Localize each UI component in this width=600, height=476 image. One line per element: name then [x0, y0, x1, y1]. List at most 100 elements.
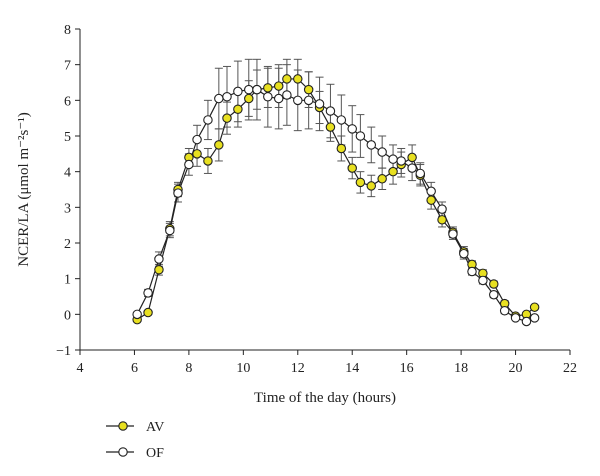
data-point-of	[143, 288, 153, 298]
data-point-av	[366, 181, 377, 191]
error-bars	[133, 58, 539, 324]
series-lines	[136, 78, 536, 323]
data-point-of	[355, 131, 366, 141]
data-point-of	[314, 99, 325, 109]
data-point-av	[214, 140, 224, 150]
data-point-av	[222, 113, 232, 123]
data-point-av	[143, 307, 153, 318]
data-point-av	[282, 74, 292, 84]
data-point-of	[448, 229, 458, 239]
data-point-av	[388, 166, 398, 177]
y-tick-label: 5	[64, 130, 71, 145]
data-point-of	[282, 90, 292, 100]
legend-marker	[118, 421, 128, 431]
data-point-av	[347, 163, 357, 173]
data-point-of	[244, 84, 254, 95]
data-point-av	[154, 264, 164, 275]
x-tick-label: 8	[185, 361, 192, 376]
data-point-av	[233, 104, 243, 115]
y-tick-label: 0	[64, 308, 71, 323]
data-point-of	[529, 313, 540, 323]
data-point-av	[377, 174, 387, 184]
y-ticks: −1 0 1 2 3 4 5 6 7 8	[56, 23, 80, 359]
data-point-of	[377, 147, 387, 157]
data-point-of	[459, 248, 469, 259]
data-point-of	[154, 254, 164, 264]
data-point-of	[499, 306, 510, 316]
y-tick-label: 6	[64, 94, 71, 109]
data-point-of	[388, 154, 398, 164]
y-tick-label: 3	[64, 201, 71, 216]
data-point-of	[396, 156, 406, 166]
data-point-of	[273, 93, 284, 104]
data-point-of	[192, 134, 202, 145]
data-point-of	[347, 124, 357, 134]
series-line-av	[136, 78, 536, 321]
data-point-av	[407, 152, 417, 163]
data-point-av	[437, 215, 447, 225]
data-point-of	[415, 168, 426, 179]
series-line-of	[136, 89, 535, 323]
data-point-of	[489, 289, 499, 300]
x-axis-title: Time of the day (hours)	[254, 390, 396, 406]
data-point-of	[132, 309, 142, 320]
data-point-of	[510, 313, 521, 323]
data-point-of	[173, 188, 183, 198]
legend-label: OF	[146, 446, 164, 461]
data-point-of	[407, 163, 417, 173]
data-point-of	[478, 275, 488, 286]
data-point-av	[529, 302, 540, 312]
y-tick-label: 1	[64, 273, 71, 288]
y-tick-label: 8	[64, 23, 71, 38]
data-point-of	[467, 266, 477, 277]
y-tick-label: 2	[64, 237, 71, 252]
y-axis-title: NCER/LA (μmol m⁻²s⁻¹)	[16, 112, 32, 267]
data-point-av	[203, 156, 213, 166]
data-point-of	[203, 115, 213, 125]
data-point-of	[521, 316, 532, 327]
data-point-av	[273, 81, 284, 91]
y-tick-label: 7	[64, 59, 71, 74]
x-tick-label: 18	[454, 361, 468, 376]
legend-label: AV	[146, 420, 164, 435]
data-point-av	[244, 93, 254, 104]
legend-marker	[118, 447, 128, 457]
x-tick-label: 16	[400, 361, 414, 376]
data-point-of	[426, 186, 436, 197]
x-tick-label: 22	[563, 361, 577, 376]
data-point-av	[489, 279, 499, 289]
data-point-of	[336, 115, 347, 125]
x-ticks: 4 6 8 10 12 14 16 18 20 22	[77, 350, 577, 376]
data-point-of	[214, 93, 224, 104]
y-tick-label: −1	[56, 344, 71, 359]
x-tick-label: 14	[345, 361, 359, 376]
data-point-av	[303, 84, 314, 95]
data-point-of	[437, 204, 447, 214]
data-point-of	[222, 92, 232, 102]
data-point-av	[355, 177, 366, 188]
x-tick-label: 6	[131, 361, 138, 376]
data-point-of	[303, 95, 314, 106]
y-tick-label: 4	[64, 166, 71, 181]
x-tick-label: 10	[236, 361, 250, 376]
data-point-av	[293, 74, 303, 84]
legend: AV OF	[106, 420, 164, 461]
data-point-of	[263, 92, 273, 102]
x-tick-label: 4	[77, 361, 84, 376]
data-point-of	[366, 140, 377, 150]
data-point-of	[293, 95, 303, 106]
data-point-of	[252, 84, 262, 95]
data-point-av	[192, 149, 202, 159]
data-point-of	[184, 159, 194, 170]
data-point-av	[263, 83, 273, 93]
data-point-of	[233, 86, 243, 97]
data-point-av	[325, 122, 336, 132]
x-tick-label: 20	[509, 361, 523, 376]
data-point-of	[325, 106, 336, 116]
data-markers	[132, 74, 540, 327]
data-point-of	[165, 225, 175, 236]
x-tick-label: 12	[291, 361, 305, 376]
data-point-av	[426, 195, 436, 205]
